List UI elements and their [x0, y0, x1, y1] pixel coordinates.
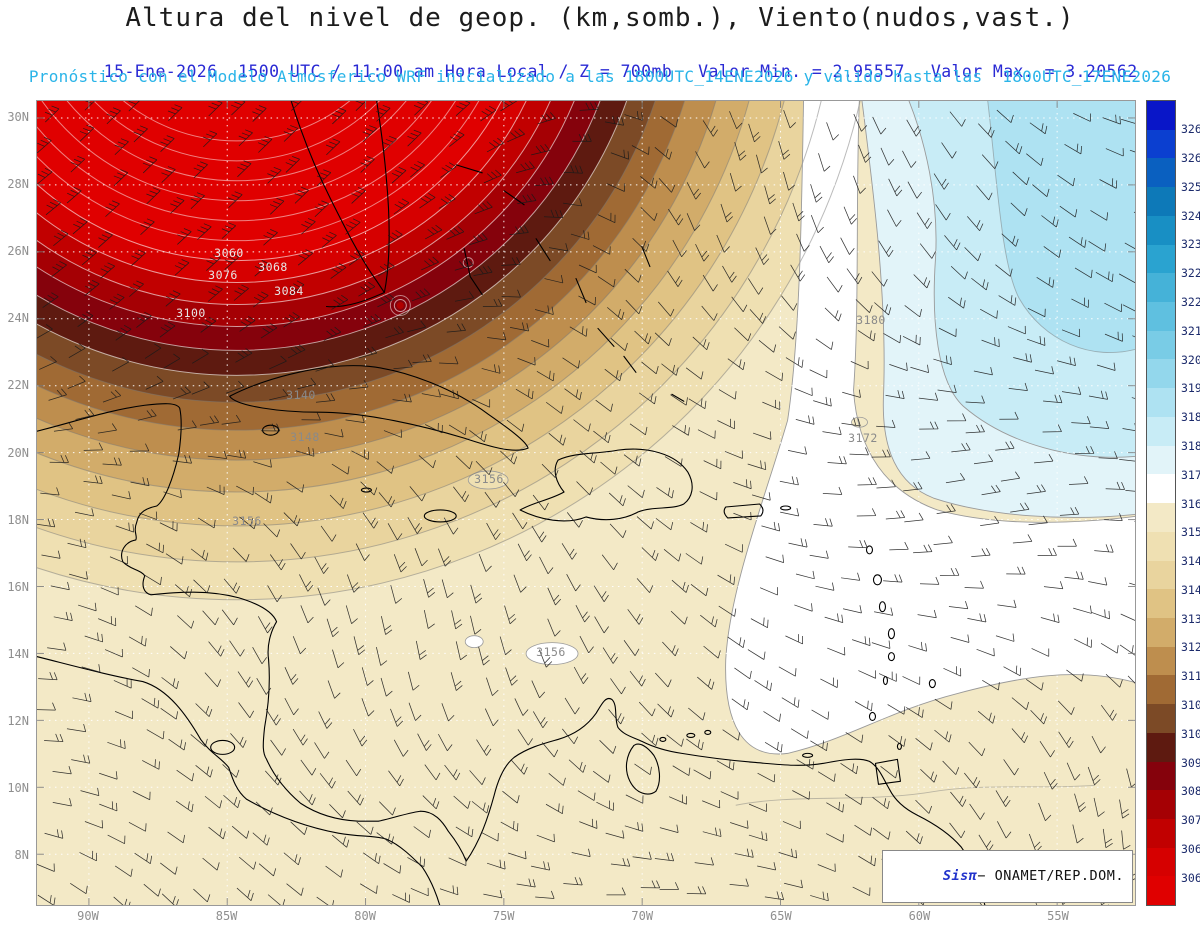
colorbar-cell	[1147, 790, 1175, 819]
colorbar-tick-label: 3164	[1181, 496, 1200, 511]
colorbar-cell	[1147, 847, 1175, 877]
lat-tick-label: 20N	[7, 445, 29, 460]
lon-tick-label: 70W	[631, 909, 654, 923]
colorbar-tick-label: 3108	[1181, 698, 1200, 712]
lat-tick-label: 12N	[7, 713, 29, 728]
attribution-box: Sisπ− ONAMET/REP.DOM.	[882, 850, 1133, 903]
grid-layer	[37, 101, 1135, 905]
lon-tick-label: 75W	[492, 909, 515, 923]
colorbar-cell	[1147, 158, 1175, 188]
value-min: Valor Min. = 2.95557	[698, 62, 905, 81]
lat-tick-label: 28N	[7, 177, 29, 192]
colorbar-tick-label: 3204	[1181, 352, 1200, 367]
colorbar-tick-label: 3116	[1181, 669, 1200, 684]
colorbar-tick-label: 3196	[1181, 381, 1200, 396]
colorbar-tick-label: 3220	[1181, 295, 1200, 309]
latitude-axis: 30N 28N 26N 24N 22N 20N 18N 16N 14N 12N 10N 8N	[0, 100, 33, 906]
colorbar-labels: 3268 3260 3252 3244 3236 3228 3220 3212 3204 3196…	[1181, 100, 1200, 906]
model-info-line: Pronóstico con el Modelo Atmosferico WRF…	[28, 67, 1172, 86]
lat-tick-label: 16N	[7, 579, 29, 594]
map-area: 3060 3076 3068 3084 3100 3140 3148 3156 3156 3156…	[36, 100, 1136, 906]
lon-tick-label: 85W	[215, 909, 238, 923]
colorbar-cell	[1147, 646, 1175, 676]
colorbar-cell	[1147, 215, 1175, 245]
colorbar-tick-label: 3124	[1181, 640, 1200, 655]
colorbar-cell	[1147, 589, 1175, 618]
lon-tick-label: 55W	[1047, 909, 1069, 923]
colorbar-tick-label: 3084	[1181, 784, 1200, 799]
longitude-axis: 90W 85W 80W 75W 70W 65W 60W 55W	[36, 908, 1136, 926]
colorbar-cell	[1147, 675, 1175, 705]
colorbar-tick-label: 3156	[1181, 525, 1200, 540]
colorbar-cell	[1147, 416, 1175, 446]
lon-tick-label: 60W	[908, 909, 931, 923]
lat-tick-label: 26N	[7, 244, 29, 259]
colorbar	[1146, 100, 1176, 906]
colorbar-tick-label: 3140	[1181, 582, 1200, 597]
colorbar-cell	[1147, 101, 1175, 130]
colorbar-tick-label: 3180	[1181, 438, 1200, 453]
coastline-layer	[37, 101, 986, 905]
forecast-datetime-line: 15-Ene-2026 1500 UTC / 11:00 am Hora Loc…	[0, 43, 1200, 100]
geopotential-field-map	[37, 101, 1135, 905]
lat-tick-label: 18N	[7, 512, 29, 527]
colorbar-cell	[1147, 531, 1175, 561]
colorbar-cell	[1147, 330, 1175, 360]
colorbar-cell	[1147, 617, 1175, 647]
colorbar-tick-label: 3236	[1181, 237, 1200, 252]
lat-tick-label: 14N	[7, 646, 29, 661]
colorbar-cell	[1147, 474, 1175, 504]
colorbar-tick-label: 3068	[1181, 841, 1200, 856]
colorbar-tick-label: 3268	[1181, 122, 1200, 137]
colorbar-tick-label: 3252	[1181, 179, 1200, 194]
lon-tick-label: 90W	[77, 909, 99, 923]
value-max: Valor Max. = 3.20562	[930, 62, 1138, 81]
lat-tick-label: 8N	[14, 848, 29, 863]
lat-tick-label: 30N	[7, 110, 29, 124]
colorbar-cell	[1147, 359, 1175, 389]
lon-tick-label: 65W	[770, 909, 792, 923]
colorbar-cell	[1147, 244, 1175, 274]
colorbar-cell	[1147, 388, 1175, 417]
wind-barbs-layer	[37, 101, 1135, 905]
colorbar-tick-label: 3188	[1181, 410, 1200, 425]
colorbar-cell	[1147, 187, 1175, 216]
lat-tick-label: 22N	[7, 378, 29, 393]
colorbar-tick-label: 3076	[1181, 813, 1200, 828]
axis-ticks-layer	[37, 101, 1135, 905]
colorbar-cell	[1147, 129, 1175, 159]
colorbar-tick-label: 3228	[1181, 266, 1200, 281]
colorbar-cell	[1147, 302, 1175, 331]
colorbar-cell	[1147, 704, 1175, 733]
valid-datetime: 15-Ene-2026 1500 UTC / 11:00 am Hora Loc…	[103, 62, 673, 81]
colorbar-cell	[1147, 560, 1175, 590]
colorbar-cell	[1147, 761, 1175, 791]
colorbar-tick-label: 3060	[1181, 870, 1200, 885]
colorbar-tick-label: 3100	[1181, 726, 1200, 741]
colorbar-tick-label: 3148	[1181, 554, 1200, 569]
colorbar-cell	[1147, 503, 1175, 532]
colorbar-cell	[1147, 818, 1175, 848]
page-title: Altura del nivel de geop. (km,somb.), Vi…	[125, 3, 1075, 33]
colorbar-tick-label: 3260	[1181, 151, 1200, 166]
lat-tick-label: 24N	[7, 311, 29, 326]
colorbar-tick-label: 3244	[1181, 208, 1200, 223]
colorbar-cell	[1147, 732, 1175, 762]
lon-tick-label: 80W	[354, 909, 376, 923]
colorbar-tick-label: 3212	[1181, 323, 1200, 338]
colorbar-tick-label: 3172	[1181, 467, 1200, 482]
colorbar-tick-label: 3092	[1181, 755, 1200, 770]
attribution-text: − ONAMET/REP.DOM.	[977, 868, 1124, 884]
colorbar-tick-label: 3132	[1181, 611, 1200, 626]
sispi-logo: Sisπ	[942, 868, 978, 884]
colorbar-cell	[1147, 876, 1175, 906]
colorbar-cell	[1147, 445, 1175, 475]
colorbar-cell	[1147, 273, 1175, 303]
lat-tick-label: 10N	[7, 781, 29, 795]
